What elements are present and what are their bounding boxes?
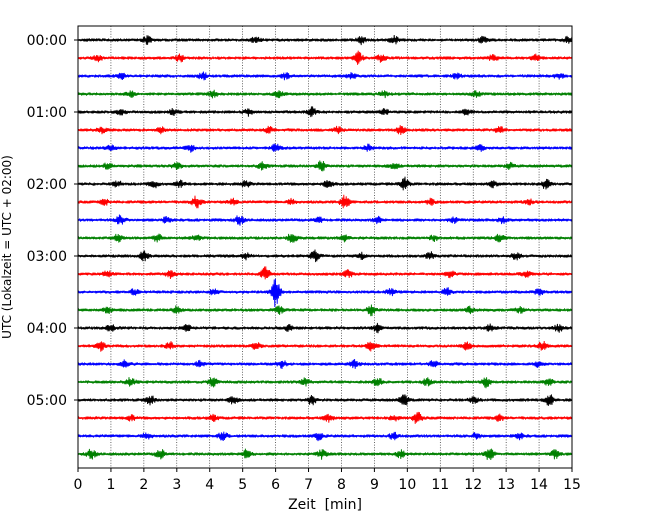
y-tick-label: 03:00 (27, 249, 67, 265)
trace-0300 (77, 249, 573, 263)
x-tick-label: 2 (139, 477, 148, 493)
y-tick-label: 05:00 (27, 393, 67, 409)
x-axis-ticks: 0 1 2 3 4 5 6 7 8 9 10 11 12 13 14 15 (74, 468, 581, 493)
x-axis-label: Zeit [min] (288, 497, 362, 513)
x-tick-label: 12 (464, 477, 482, 493)
plot-background (78, 26, 572, 468)
trace-0230 (77, 214, 573, 226)
grid-lines (110, 26, 540, 468)
trace-0030 (77, 71, 573, 81)
y-tick-label: 04:00 (27, 321, 67, 337)
trace-0215 (77, 194, 573, 209)
x-tick-label: 3 (172, 477, 181, 493)
y-tick-label: 01:00 (27, 105, 67, 121)
x-tick-label: 13 (497, 477, 515, 493)
trace-0430 (77, 358, 573, 370)
y-tick-label: 00:00 (27, 33, 67, 49)
trace-0400 (77, 322, 573, 334)
x-tick-label: 8 (337, 477, 346, 493)
trace-0330 (77, 278, 573, 308)
trace-0100 (77, 106, 573, 118)
trace-0130 (77, 143, 573, 153)
x-tick-label: 11 (431, 477, 449, 493)
trace-0015 (77, 50, 573, 65)
x-tick-label: 0 (74, 477, 83, 493)
trace-0530 (77, 431, 573, 442)
x-tick-label: 10 (398, 477, 416, 493)
x-tick-label: 1 (106, 477, 115, 493)
x-tick-label: 5 (238, 477, 247, 493)
trace-0245 (77, 233, 573, 243)
y-tick-label: 02:00 (27, 177, 67, 193)
trace-0445 (77, 377, 573, 389)
trace-0315 (77, 266, 573, 280)
y-axis-ticks: 00:00 01:00 02:00 03:00 04:00 05:00 (27, 33, 78, 409)
trace-0515 (77, 411, 573, 424)
x-tick-label: 9 (370, 477, 379, 493)
x-tick-label: 14 (530, 477, 548, 493)
x-tick-label: 15 (563, 477, 581, 493)
trace-0045 (77, 89, 573, 99)
seismic-traces (77, 35, 573, 461)
y-axis-label: UTC (Lokalzeit = UTC + 02:00) (0, 155, 14, 339)
trace-0345 (77, 304, 573, 317)
plot-frame (77, 25, 573, 469)
trace-0545 (77, 448, 573, 461)
x-tick-label: 7 (304, 477, 313, 493)
trace-0500 (77, 394, 573, 406)
trace-0000 (77, 35, 573, 46)
trace-0415 (77, 341, 573, 352)
x-tick-label: 6 (271, 477, 280, 493)
trace-0115 (77, 125, 573, 136)
trace-0200 (77, 176, 573, 191)
trace-0145 (77, 160, 573, 172)
x-tick-label: 4 (205, 477, 214, 493)
